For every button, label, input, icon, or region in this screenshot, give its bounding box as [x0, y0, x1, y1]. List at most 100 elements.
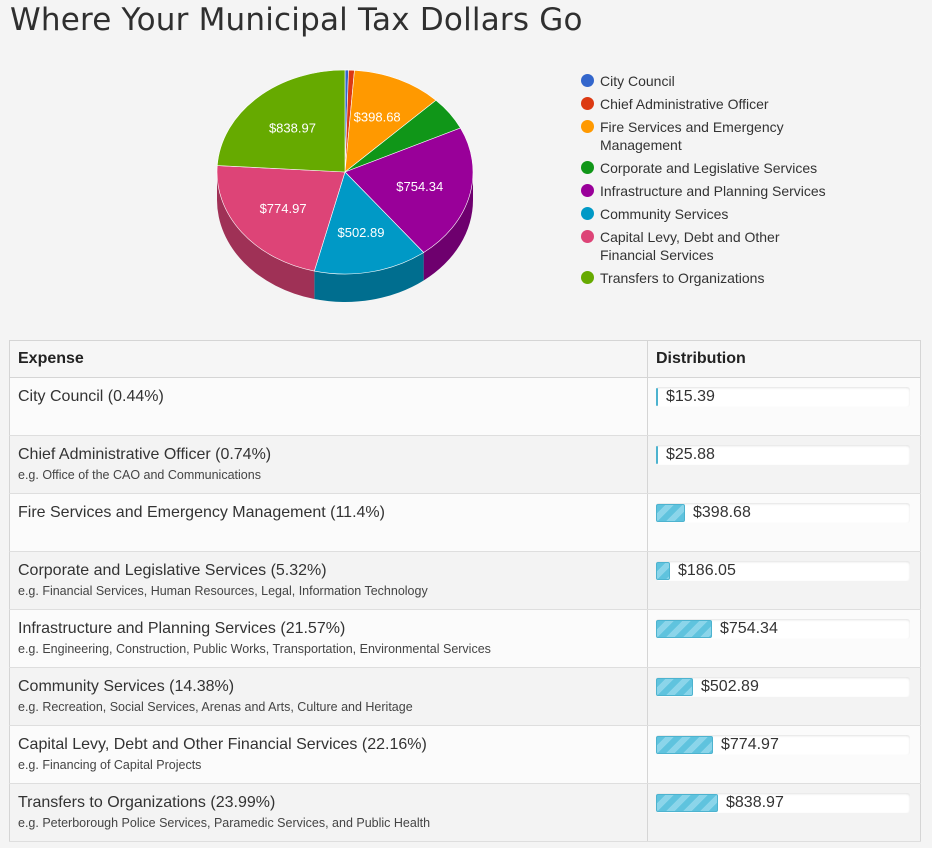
legend-item[interactable]: Capital Levy, Debt and Other Financial S… — [581, 228, 831, 264]
distribution-amount: $15.39 — [666, 388, 715, 405]
header-distribution: Distribution — [647, 340, 921, 378]
pie-slice-4[interactable] — [344, 127, 474, 253]
table-row: Capital Levy, Debt and Other Financial S… — [9, 725, 921, 784]
legend-swatch — [581, 97, 594, 110]
legend-swatch — [581, 271, 594, 284]
distribution-cell: $25.88 — [647, 435, 921, 494]
distribution-bar — [656, 446, 658, 464]
expense-description: e.g. Recreation, Social Services, Arenas… — [18, 700, 413, 714]
table-header-row: Expense Distribution — [9, 340, 921, 378]
pie-side-6 — [217, 172, 315, 300]
distribution-amount: $774.97 — [721, 736, 779, 753]
legend-item[interactable]: Fire Services and Emergency Management — [581, 118, 831, 154]
legend-item[interactable]: Community Services — [581, 205, 831, 223]
page-title: Where Your Municipal Tax Dollars Go — [10, 2, 583, 38]
distribution-bar-track: $398.68 — [656, 503, 910, 523]
table-row: City Council (0.44%) $15.39 — [9, 377, 921, 436]
legend-swatch — [581, 230, 594, 243]
legend-swatch — [581, 74, 594, 87]
legend-item[interactable]: Corporate and Legislative Services — [581, 159, 831, 177]
legend-label: Corporate and Legislative Services — [600, 160, 818, 176]
legend-item[interactable]: Infrastructure and Planning Services — [581, 182, 831, 200]
distribution-bar — [656, 620, 712, 638]
distribution-bar-track: $186.05 — [656, 561, 910, 581]
distribution-bar — [656, 504, 685, 522]
expense-cell: Corporate and Legislative Services (5.32… — [9, 551, 648, 610]
table-row: Chief Administrative Officer (0.74%) e.g.… — [9, 435, 921, 494]
expense-cell: Chief Administrative Officer (0.74%) e.g.… — [9, 435, 648, 494]
pie-side-5 — [314, 252, 424, 302]
legend-label: Community Services — [600, 206, 729, 222]
expense-description: e.g. Financial Services, Human Resources… — [18, 584, 428, 598]
expense-name: Community Services (14.38%) — [18, 678, 235, 695]
distribution-bar — [656, 794, 718, 812]
distribution-cell: $754.34 — [647, 609, 921, 668]
distribution-bar-track: $502.89 — [656, 677, 910, 697]
table-row: Transfers to Organizations (23.99%) e.g. … — [9, 783, 921, 842]
distribution-cell: $502.89 — [647, 667, 921, 726]
pie-sides — [217, 172, 473, 302]
legend-label: Infrastructure and Planning Services — [600, 183, 826, 199]
legend-label: City Council — [600, 73, 675, 89]
distribution-bar-track: $774.97 — [656, 735, 910, 755]
table-row: Infrastructure and Planning Services (21… — [9, 609, 921, 668]
pie-chart: $398.68 $754.34 $502.89 $774.97 $838.97 — [216, 69, 474, 302]
legend-label: Fire Services and Emergency Management — [600, 119, 784, 153]
expense-table-container: Expense Distribution City Council (0.44%… — [9, 340, 921, 842]
expense-name: Capital Levy, Debt and Other Financial S… — [18, 736, 427, 753]
distribution-amount: $25.88 — [666, 446, 715, 463]
pie-slice-6[interactable] — [216, 165, 346, 272]
legend-item[interactable]: Chief Administrative Officer — [581, 95, 831, 113]
pie-slice-2[interactable] — [344, 69, 437, 173]
header-expense: Expense — [9, 340, 648, 378]
distribution-amount: $398.68 — [693, 504, 751, 521]
pie-slices — [216, 69, 474, 275]
expense-cell: Community Services (14.38%) e.g. Recreati… — [9, 667, 648, 726]
expense-description: e.g. Financing of Capital Projects — [18, 758, 202, 772]
expense-cell: City Council (0.44%) — [9, 377, 648, 436]
expense-description: e.g. Engineering, Construction, Public W… — [18, 642, 491, 656]
distribution-amount: $502.89 — [701, 678, 759, 695]
expense-cell: Capital Levy, Debt and Other Financial S… — [9, 725, 648, 784]
legend-swatch — [581, 161, 594, 174]
pie-data-label-5: $502.89 — [337, 225, 384, 240]
legend-item[interactable]: City Council — [581, 72, 831, 90]
expense-description: e.g. Peterborough Police Services, Param… — [18, 816, 431, 830]
legend-swatch — [581, 184, 594, 197]
expense-name: City Council (0.44%) — [18, 388, 164, 405]
pie-data-label-2: $398.68 — [354, 109, 401, 124]
distribution-bar — [656, 388, 658, 406]
legend-item[interactable]: Transfers to Organizations — [581, 269, 831, 287]
expense-name: Infrastructure and Planning Services (21… — [18, 620, 346, 637]
legend-swatch — [581, 120, 594, 133]
expense-cell: Fire Services and Emergency Management (… — [9, 493, 648, 552]
distribution-bar-track: $754.34 — [656, 619, 910, 639]
expense-name: Chief Administrative Officer (0.74%) — [18, 446, 272, 463]
distribution-cell: $15.39 — [647, 377, 921, 436]
legend-label: Capital Levy, Debt and Other Financial S… — [600, 229, 780, 263]
legend-label: Chief Administrative Officer — [600, 96, 769, 112]
distribution-cell: $838.97 — [647, 783, 921, 842]
table-row: Corporate and Legislative Services (5.32… — [9, 551, 921, 610]
pie-slice-5[interactable] — [313, 171, 425, 275]
distribution-amount: $754.34 — [720, 620, 778, 637]
pie-data-label-4: $754.34 — [396, 179, 443, 194]
pie-data-label-7: $838.97 — [269, 120, 316, 135]
expense-name: Corporate and Legislative Services (5.32… — [18, 562, 327, 579]
expense-cell: Transfers to Organizations (23.99%) e.g. … — [9, 783, 648, 842]
expense-cell: Infrastructure and Planning Services (21… — [9, 609, 648, 668]
expense-name: Fire Services and Emergency Management (… — [18, 504, 385, 521]
pie-data-label-6: $774.97 — [260, 201, 307, 216]
distribution-bar — [656, 736, 713, 754]
expense-name: Transfers to Organizations (23.99%) — [18, 794, 276, 811]
pie-slice-7[interactable] — [216, 69, 346, 173]
distribution-bar-track: $15.39 — [656, 387, 910, 407]
distribution-cell: $398.68 — [647, 493, 921, 552]
expense-description: e.g. Office of the CAO and Communication… — [18, 468, 261, 482]
distribution-bar-track: $838.97 — [656, 793, 910, 813]
pie-side-4 — [423, 172, 473, 281]
distribution-amount: $838.97 — [726, 794, 784, 811]
distribution-amount: $186.05 — [678, 562, 736, 579]
table-row: Community Services (14.38%) e.g. Recreati… — [9, 667, 921, 726]
distribution-cell: $774.97 — [647, 725, 921, 784]
